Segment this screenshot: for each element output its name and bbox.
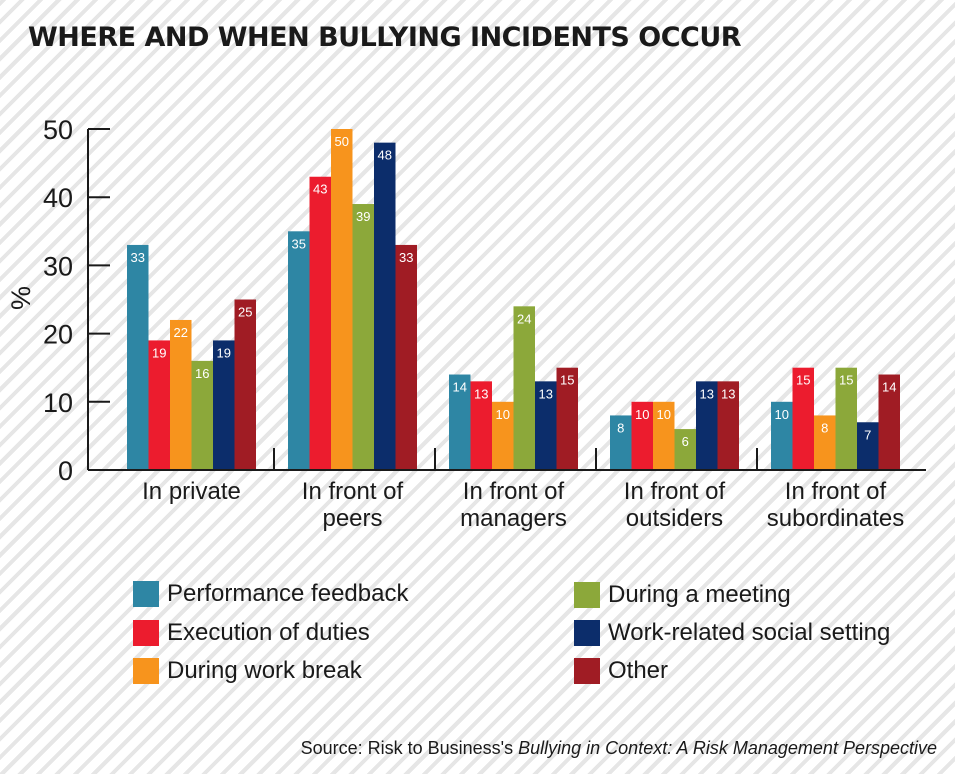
bar	[696, 381, 718, 470]
bar	[234, 299, 256, 470]
data-label: 43	[313, 182, 327, 197]
y-tick-label: 20	[43, 320, 73, 350]
data-label: 50	[335, 134, 349, 149]
y-tick-label: 0	[58, 456, 73, 486]
bar	[610, 415, 632, 470]
bar	[878, 374, 900, 470]
bar	[288, 231, 310, 470]
data-label: 6	[682, 434, 689, 449]
data-label: 10	[657, 407, 671, 422]
data-label: 10	[635, 407, 649, 422]
data-label: 16	[195, 366, 209, 381]
data-label: 14	[453, 380, 467, 395]
bar	[374, 142, 396, 470]
axes-layer: 0 10 20 30 40 50% In private In front of peers In…	[6, 115, 926, 532]
x-category-label: In front of peers	[302, 478, 404, 532]
x-category-label: In front of managers	[460, 478, 567, 532]
bar	[835, 367, 857, 470]
bar	[814, 415, 836, 470]
bar	[653, 401, 675, 470]
y-tick-label: 30	[43, 251, 73, 281]
data-label: 35	[292, 236, 306, 251]
bar	[792, 367, 814, 470]
data-label: 22	[174, 325, 188, 340]
x-category-label: In front of outsiders	[624, 478, 726, 532]
bar	[556, 367, 578, 470]
bar	[674, 429, 696, 470]
data-labels-layer: 33 19 22 16 19 25 35 43 50 39 48 33 14 13 10 24 13 15 8 10 1…	[131, 134, 897, 449]
data-label: 14	[882, 380, 896, 395]
data-label: 8	[821, 420, 828, 435]
data-label: 24	[517, 311, 531, 326]
source-title: Bullying in Context: A Risk Management P…	[518, 738, 937, 758]
chart-title: WHERE AND WHEN BULLYING INCIDENTS OCCUR	[28, 22, 742, 53]
bar	[717, 381, 739, 470]
bar	[170, 319, 192, 470]
y-tick-label: 50	[43, 115, 73, 145]
source-note: Source: Risk to Business's Bullying in C…	[301, 738, 937, 759]
bar	[535, 381, 557, 470]
bar	[513, 306, 535, 470]
source-prefix: Source: Risk to Business's	[300, 738, 519, 758]
bar	[148, 340, 170, 470]
x-category-label: In private	[142, 478, 241, 505]
data-label: 39	[356, 209, 370, 224]
data-label: 48	[378, 148, 392, 163]
bar	[309, 176, 331, 471]
data-label: 10	[496, 407, 510, 422]
data-label: 13	[539, 386, 553, 401]
data-label: 25	[238, 305, 252, 320]
data-label: 19	[152, 345, 166, 360]
bar	[492, 401, 514, 470]
data-label: 15	[839, 373, 853, 388]
data-label: 13	[474, 386, 488, 401]
bars-layer	[127, 129, 900, 471]
data-label: 15	[796, 373, 810, 388]
data-label: 33	[399, 250, 413, 265]
data-label: 33	[131, 250, 145, 265]
data-label: 13	[700, 386, 714, 401]
bar	[771, 401, 793, 470]
bar	[127, 244, 149, 470]
data-label: 10	[775, 407, 789, 422]
bar	[857, 422, 879, 470]
x-category-label: In front of subordinates	[767, 478, 904, 532]
bar	[449, 374, 471, 470]
data-label: 7	[864, 427, 871, 442]
bar	[470, 381, 492, 470]
data-label: 13	[721, 386, 735, 401]
bar	[631, 401, 653, 470]
data-label: 8	[617, 420, 624, 435]
y-tick-label: 40	[43, 183, 73, 213]
y-tick-label: 10	[43, 388, 73, 418]
bar	[213, 340, 235, 470]
data-label: 19	[217, 345, 231, 360]
bar	[352, 204, 374, 470]
bar	[395, 244, 417, 470]
bar	[331, 129, 353, 470]
data-label: 15	[560, 373, 574, 388]
y-axis-label: %	[6, 286, 36, 310]
bar	[191, 360, 213, 470]
